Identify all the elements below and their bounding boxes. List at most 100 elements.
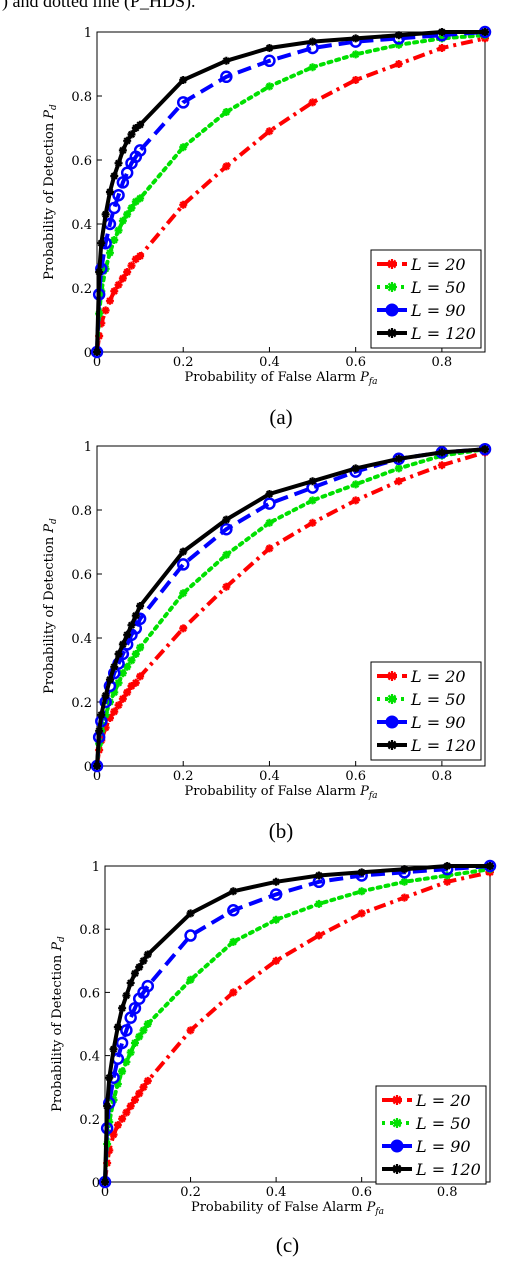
y-tick-label: 0.8	[71, 90, 92, 105]
legend-entry: L = 90	[382, 1137, 471, 1156]
data-point	[101, 691, 110, 700]
data-point	[186, 909, 195, 918]
data-point	[222, 550, 231, 559]
data-point	[387, 328, 397, 338]
data-point	[222, 56, 231, 65]
data-point	[93, 348, 101, 356]
legend-entry: L = 120	[382, 1160, 481, 1179]
data-point	[127, 621, 136, 630]
data-point	[437, 44, 446, 52]
legend-entry: L = 90	[377, 713, 466, 732]
legend-label: L = 90	[415, 1137, 471, 1156]
data-point	[220, 522, 233, 536]
data-point	[481, 28, 489, 36]
data-point	[394, 60, 403, 68]
data-point	[118, 1114, 127, 1123]
data-point	[113, 1080, 122, 1089]
data-point	[308, 518, 317, 527]
legend-label: L = 120	[410, 736, 476, 755]
data-point	[115, 1036, 129, 1050]
x-tick-label: 0	[93, 355, 101, 370]
data-point	[263, 497, 276, 510]
data-point	[143, 1076, 152, 1085]
data-point	[127, 682, 136, 690]
data-point	[101, 210, 110, 219]
data-point	[107, 201, 121, 215]
y-tick-label: 0.4	[71, 218, 92, 233]
data-point	[116, 176, 130, 189]
data-point	[443, 871, 452, 880]
caption-fragment: ) and dotted line (P_HDS).	[2, 0, 196, 11]
x-tick-label: 0.8	[432, 769, 453, 784]
y-tick-label: 0.2	[71, 282, 92, 297]
data-point	[136, 643, 145, 652]
data-point	[357, 887, 366, 896]
data-point	[400, 893, 409, 902]
legend-entry: L = 20	[377, 667, 466, 686]
legend: L = 20 L = 50 L = 90 L = 120	[370, 249, 482, 349]
x-tick-label: 0	[93, 769, 101, 784]
data-point	[265, 518, 274, 527]
data-point	[308, 63, 317, 72]
data-point	[394, 464, 403, 473]
data-point	[97, 287, 106, 296]
x-tick-label: 0.2	[180, 1185, 201, 1200]
series-l120	[93, 28, 489, 356]
data-point	[112, 188, 125, 202]
data-point	[123, 688, 132, 697]
data-point	[220, 70, 233, 84]
data-point	[110, 236, 119, 244]
data-point	[179, 76, 188, 84]
data-point	[105, 1117, 114, 1126]
x-tick-label: 0.4	[259, 355, 280, 370]
data-point	[229, 937, 238, 946]
data-point	[118, 694, 127, 703]
data-point	[120, 1024, 133, 1037]
data-point	[109, 1130, 118, 1139]
legend-entry: L = 20	[382, 1091, 471, 1110]
data-point	[131, 611, 140, 620]
data-point	[110, 707, 119, 716]
legend: L = 20 L = 50 L = 90 L = 120	[370, 661, 482, 761]
legend-label: L = 120	[415, 1160, 481, 1179]
data-point	[122, 1108, 131, 1117]
data-point	[179, 624, 188, 633]
data-point	[265, 544, 274, 553]
data-point	[127, 656, 136, 665]
x-tick-label: 0.8	[432, 355, 453, 370]
data-point	[114, 650, 123, 658]
data-point	[110, 688, 119, 697]
data-point	[387, 671, 397, 681]
data-point	[351, 34, 360, 43]
data-point	[122, 1057, 131, 1066]
data-point	[308, 98, 317, 107]
data-point	[351, 464, 360, 473]
data-point	[186, 1026, 195, 1035]
chart-c: 0 0.2 0.4 0.6 0.8 0 0.2 0.4 0.6 0.8 1 Probability o…	[50, 859, 497, 1257]
legend-entry: L = 90	[377, 301, 466, 320]
legend-label: L = 20	[410, 255, 466, 274]
data-point	[443, 862, 452, 870]
data-point	[308, 37, 317, 46]
data-point	[114, 701, 123, 710]
data-point	[265, 82, 274, 91]
data-point	[265, 490, 274, 498]
data-point	[272, 956, 281, 965]
data-point	[265, 127, 274, 136]
data-point	[308, 496, 317, 505]
data-point	[222, 162, 231, 171]
data-point	[110, 662, 119, 671]
data-point	[95, 726, 104, 735]
data-point	[131, 255, 140, 264]
data-point	[437, 448, 446, 457]
data-point	[114, 159, 123, 168]
legend-entry: L = 50	[382, 1114, 471, 1133]
x-tick-label: 0.8	[437, 1185, 458, 1200]
data-point	[127, 261, 136, 270]
data-point	[131, 678, 140, 687]
y-tick-label: 0.8	[71, 504, 92, 519]
data-point	[437, 461, 446, 470]
data-point	[179, 547, 188, 556]
data-point	[139, 1026, 148, 1035]
